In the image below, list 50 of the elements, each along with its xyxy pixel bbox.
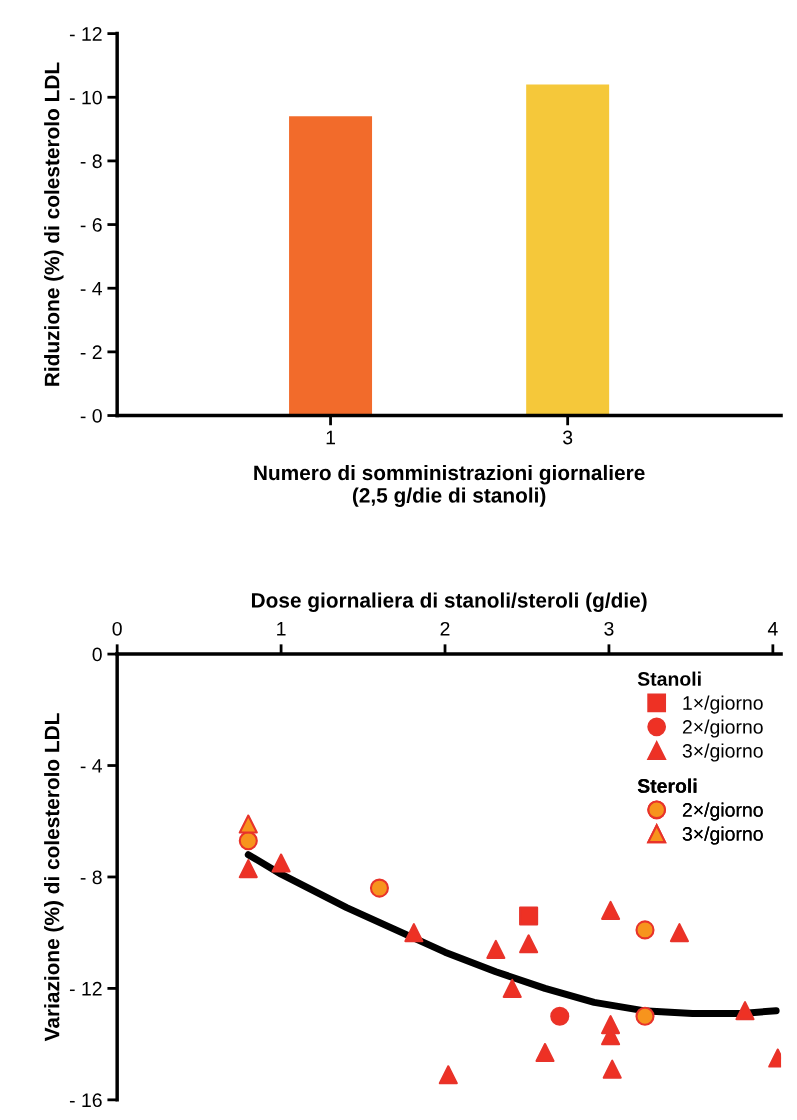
x-tick-label: 2: [440, 621, 450, 636]
y-tick-label: - 10: [69, 90, 102, 105]
x-axis-title: Numero di somministrazioni giornaliere (2,5 g/die di stanoli): [254, 464, 645, 507]
y-axis-title: Riduzione (%) di colesterolo LDL: [44, 62, 64, 386]
legend-label: 3×/giorno: [682, 826, 763, 845]
point: [669, 923, 689, 943]
y-tick-label: 0: [92, 647, 102, 662]
y-tick-label: - 8: [80, 870, 102, 885]
point: [502, 978, 522, 998]
point: [635, 920, 655, 940]
y-tick-label: - 12: [69, 27, 102, 41]
x-tick-label: 1: [326, 430, 336, 445]
point: [519, 906, 539, 926]
x-axis-title: Dose giornaliera di stanoli/steroli (g/die): [251, 592, 647, 612]
point: [271, 853, 291, 873]
point: [404, 923, 424, 943]
y-tick-label: - 4: [80, 759, 103, 773]
legend-label: 1×/giorno: [683, 695, 763, 714]
y-tick-label: - 4: [80, 281, 103, 296]
point: [535, 1042, 555, 1063]
x-tick-label: 3: [604, 621, 614, 636]
y-tick-label: - 16: [69, 1093, 102, 1108]
annotation: Steroli: [637, 778, 697, 793]
point: [601, 1026, 621, 1046]
x-tick-label: 4: [767, 622, 778, 636]
point: [601, 900, 621, 920]
point: [635, 1006, 655, 1026]
legend-label: 2×/giorno: [682, 802, 763, 821]
y-tick-label: - 2: [80, 345, 102, 359]
y-tick-label: - 8: [80, 154, 102, 169]
x-tick-label: 0: [112, 621, 122, 636]
point: [602, 1059, 622, 1079]
y-tick-label: - 12: [69, 981, 102, 996]
point: [238, 831, 258, 851]
point: [238, 814, 258, 834]
point: [238, 859, 258, 879]
y-tick-label: - 0: [80, 408, 102, 423]
annotation: Stanoli: [637, 671, 701, 686]
point: [369, 878, 389, 898]
point: [519, 934, 539, 954]
point: [735, 1001, 755, 1021]
y-axis-title: Variazione (%) di colesterolo LDL: [44, 713, 64, 1042]
point: [550, 1006, 570, 1026]
legend-label: 2×/giorno: [682, 719, 763, 738]
point: [486, 939, 506, 959]
x-tick-label: 1: [277, 622, 286, 636]
point: [438, 1065, 458, 1085]
legend-label: 3×/giorno: [682, 743, 763, 762]
y-tick-label: - 6: [80, 218, 102, 232]
x-tick-label: 3: [563, 430, 573, 445]
